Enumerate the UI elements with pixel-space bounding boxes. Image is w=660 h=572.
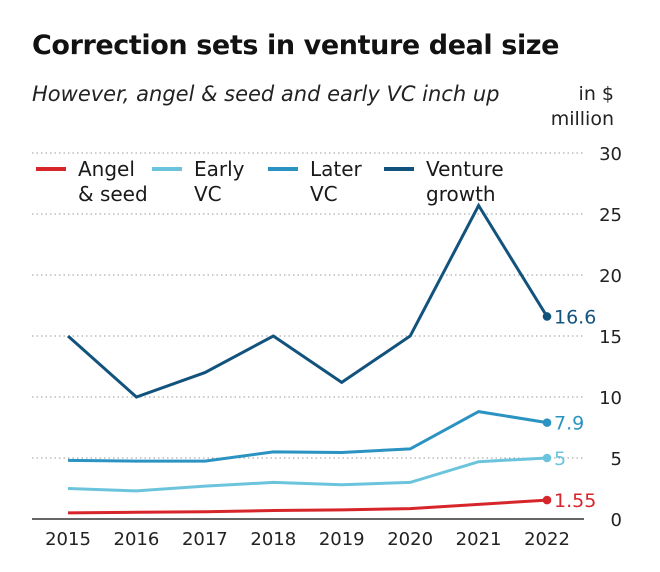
x-tick-label: 2021 [456,529,502,550]
y-tick-label: 5 [611,449,622,470]
x-tick-label: 2015 [45,529,91,550]
series-end-marker [542,495,552,505]
legend-label: Early [194,157,245,181]
x-tick-label: 2020 [387,529,433,550]
y-tick-label: 0 [611,510,622,531]
series-line [67,498,548,515]
legend-label: Angel [78,157,135,181]
series-line [67,456,548,493]
series-lines: 1.55 5 7.9 16.6 [67,202,596,515]
legend-label: Venture [426,157,504,181]
unit-label: in $ million [524,82,614,132]
unit-label-line: in $ [578,83,614,105]
y-axis-tick-labels: 0 5 10 15 20 25 30 [599,144,622,531]
y-tick-label: 20 [599,266,622,287]
legend-label: VC [194,182,222,206]
series-end-label: 1.55 [554,490,596,512]
y-tick-label: 10 [599,388,622,409]
y-tick-label: 25 [599,205,622,226]
legend-label: growth [426,182,496,206]
y-tick-label: 15 [599,327,622,348]
series-end-label: 7.9 [554,413,584,435]
gridlines [32,152,584,520]
series-line [67,202,549,399]
legend-label: & seed [78,182,148,206]
unit-label-line: million [550,108,614,130]
legend-label: Later [310,157,363,181]
series-end-label: 16.6 [554,306,596,328]
x-tick-label: 2022 [524,529,570,550]
series-end-marker [542,312,552,321]
chart-title: Correction sets in venture deal size [32,30,560,61]
series-end-marker [542,418,552,427]
series-end-marker [542,453,552,463]
series-end-label: 5 [554,448,566,470]
series-line [67,410,548,463]
x-axis-tick-labels: 2015 2016 2017 2018 2019 2020 2021 2022 [45,529,570,550]
x-tick-label: 2017 [182,529,228,550]
chart-subtitle: However, angel & seed and early VC inch … [32,82,500,106]
x-tick-label: 2019 [319,529,365,550]
y-tick-label: 30 [599,144,622,165]
x-tick-label: 2018 [250,529,296,550]
x-tick-label: 2016 [114,529,160,550]
legend-label: VC [310,182,338,206]
